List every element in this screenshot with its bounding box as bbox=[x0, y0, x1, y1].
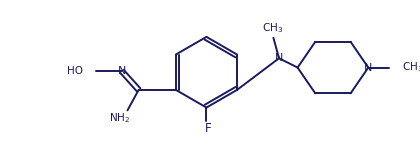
Text: N: N bbox=[118, 66, 126, 76]
Text: N: N bbox=[275, 53, 283, 63]
Text: NH$_2$: NH$_2$ bbox=[110, 111, 131, 125]
Text: CH$_3$: CH$_3$ bbox=[262, 22, 283, 35]
Text: CH$_3$: CH$_3$ bbox=[402, 61, 420, 74]
Text: N: N bbox=[364, 63, 373, 73]
Text: HO: HO bbox=[67, 66, 83, 76]
Text: F: F bbox=[205, 122, 212, 135]
